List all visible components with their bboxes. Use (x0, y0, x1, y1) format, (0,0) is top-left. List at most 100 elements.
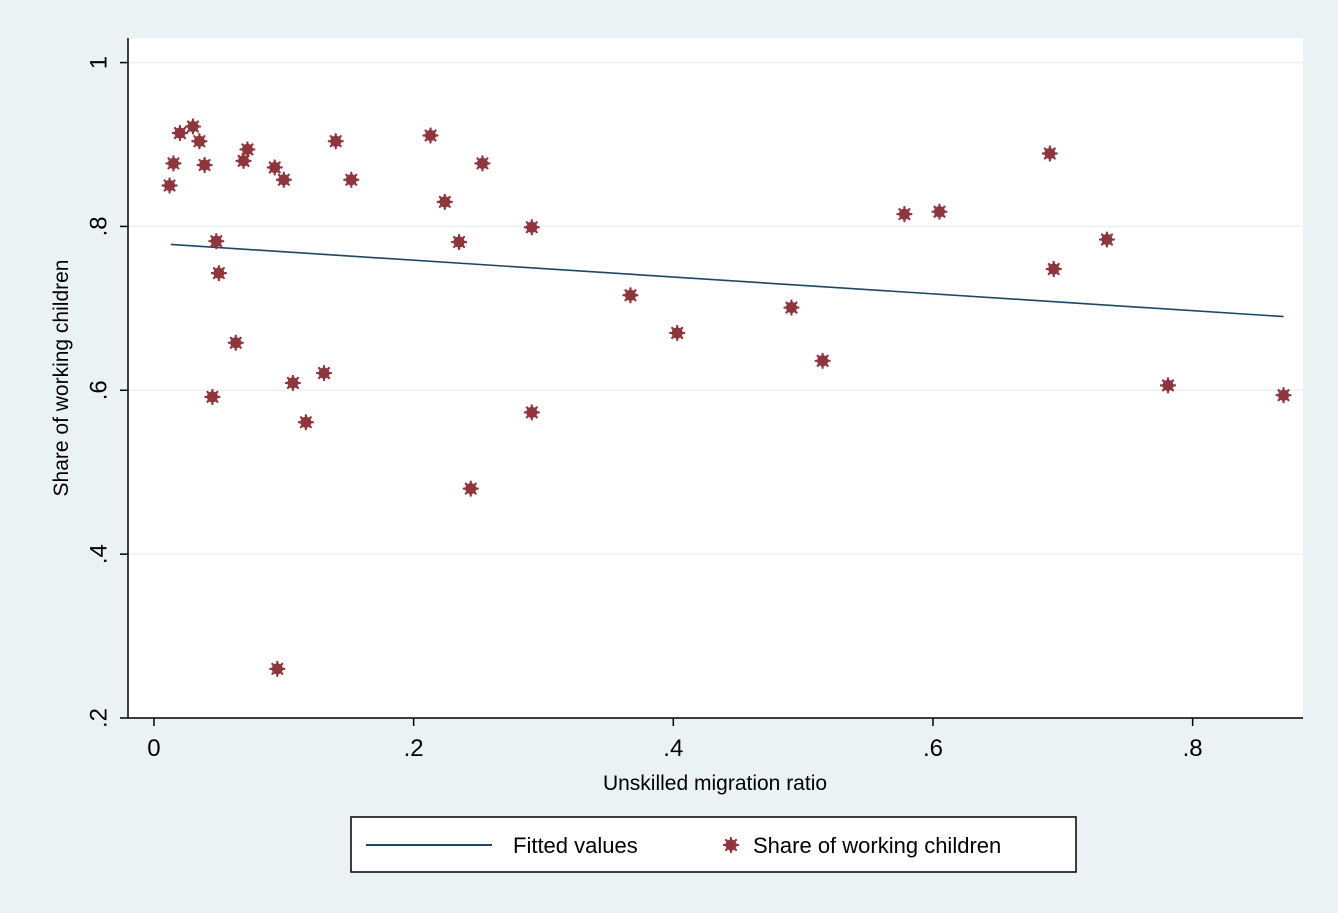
data-point-star (171, 124, 189, 142)
data-point-star (266, 159, 283, 176)
data-point-star (208, 233, 225, 250)
data-point (1045, 260, 1062, 278)
legend-fit-label: Fitted values (513, 833, 638, 858)
data-point (343, 171, 360, 188)
y-tick-label: .6 (85, 380, 112, 400)
data-point (783, 299, 800, 316)
x-tick-label: .4 (663, 735, 683, 762)
x-tick-label: .6 (923, 735, 943, 762)
data-point-star (297, 414, 314, 431)
y-ticks: .2 .4 .6 .8 1 (85, 56, 128, 728)
data-point (1041, 145, 1058, 162)
data-point (422, 127, 439, 144)
x-tick-label: .8 (1183, 735, 1203, 762)
data-point-star (315, 364, 333, 382)
x-tick-label: 0 (147, 735, 160, 762)
data-point (931, 203, 948, 220)
data-point-star (523, 219, 540, 236)
data-point (184, 118, 202, 135)
data-point (235, 152, 252, 169)
data-point (165, 155, 182, 172)
data-point-star (1045, 260, 1062, 278)
plot-area (128, 38, 1303, 718)
y-tick-label: .8 (85, 216, 112, 236)
legend-points-label: Share of working children (753, 833, 1001, 858)
data-point (171, 124, 189, 142)
data-point (315, 364, 333, 382)
data-point (284, 374, 301, 392)
data-point-star (422, 127, 439, 144)
data-point (269, 660, 286, 677)
data-point-star (1275, 387, 1292, 404)
legend: Fitted values Share of working children (350, 816, 1077, 873)
fitted-line-layer (170, 243, 1284, 318)
data-point (436, 193, 453, 210)
data-point-star (210, 265, 227, 282)
data-point-star (1041, 145, 1058, 162)
y-axis-title: Share of working children (50, 260, 73, 497)
data-point-star (814, 352, 831, 369)
fitted-values-line (170, 243, 1284, 318)
data-point (1159, 377, 1177, 394)
axes (127, 38, 1303, 719)
legend-point-swatch (722, 836, 740, 854)
data-point (814, 352, 831, 369)
data-point-star (783, 299, 800, 316)
data-point (523, 219, 540, 236)
data-point-star (269, 660, 286, 677)
data-point-star (191, 133, 208, 150)
data-point-star (235, 152, 252, 169)
data-point-star (1159, 377, 1177, 394)
data-point-star (227, 334, 244, 351)
data-point (227, 334, 244, 351)
x-axis-title: Unskilled migration ratio (603, 772, 827, 795)
data-point-star (474, 155, 491, 172)
data-point (275, 171, 292, 188)
data-point (474, 155, 491, 172)
data-point (161, 177, 178, 194)
data-point-star (275, 171, 292, 188)
scatter-points-layer (161, 118, 1292, 677)
data-point-star (327, 133, 344, 150)
data-point-star (165, 155, 182, 172)
data-point (327, 133, 344, 150)
data-point-star (896, 206, 913, 223)
data-point (450, 233, 468, 251)
data-point (1275, 387, 1292, 404)
data-point (622, 287, 639, 304)
data-point (669, 324, 686, 342)
data-point (191, 133, 208, 150)
y-tick-label: .2 (85, 708, 112, 728)
data-point-star (204, 388, 221, 405)
data-point-star (161, 177, 178, 194)
y-tick-label: .4 (85, 544, 112, 564)
data-point-star (436, 193, 453, 210)
data-point-star (450, 233, 468, 251)
data-point-star (239, 141, 256, 158)
data-point-star (284, 374, 301, 392)
data-point (1098, 231, 1116, 248)
data-point-star (462, 480, 479, 497)
data-point (523, 404, 540, 421)
data-point-star (196, 156, 213, 174)
data-point-star (622, 287, 639, 304)
data-point-star (931, 203, 948, 220)
data-point (204, 388, 221, 405)
y-tick-label: 1 (85, 56, 112, 69)
data-point (239, 141, 256, 158)
data-point-star (669, 324, 686, 342)
data-point (208, 233, 225, 250)
data-point-star (343, 171, 360, 188)
data-point-star (523, 404, 540, 421)
x-ticks: 0 .2 .4 .6 .8 (147, 718, 1203, 762)
data-point (210, 265, 227, 282)
data-point (462, 480, 479, 497)
x-tick-label: .2 (404, 735, 424, 762)
data-point (297, 414, 314, 431)
data-point (896, 206, 913, 223)
data-point (266, 159, 283, 176)
data-point (196, 156, 213, 174)
data-point-star (184, 118, 202, 135)
